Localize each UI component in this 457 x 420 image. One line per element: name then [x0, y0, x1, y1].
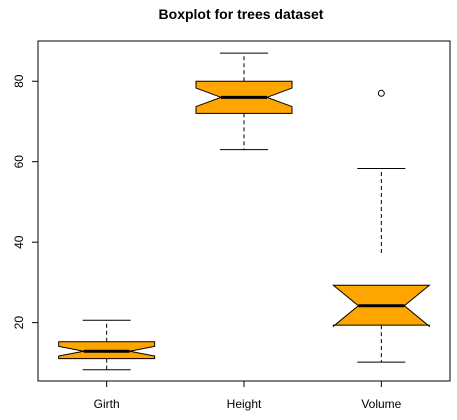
x-tick-label: Volume [361, 397, 401, 411]
y-tick-label: 20 [12, 316, 26, 330]
outlier-point [377, 89, 385, 97]
y-tick-label: 60 [12, 155, 26, 169]
y-tick-label: 40 [12, 235, 26, 249]
chart-title: Boxplot for trees dataset [159, 6, 324, 22]
x-tick-label: Height [227, 397, 262, 411]
plot-area: 20 40 60 80 Girth Height Volume [12, 40, 451, 411]
x-tick-label: Girth [94, 397, 120, 411]
y-tick-label: 80 [12, 74, 26, 88]
